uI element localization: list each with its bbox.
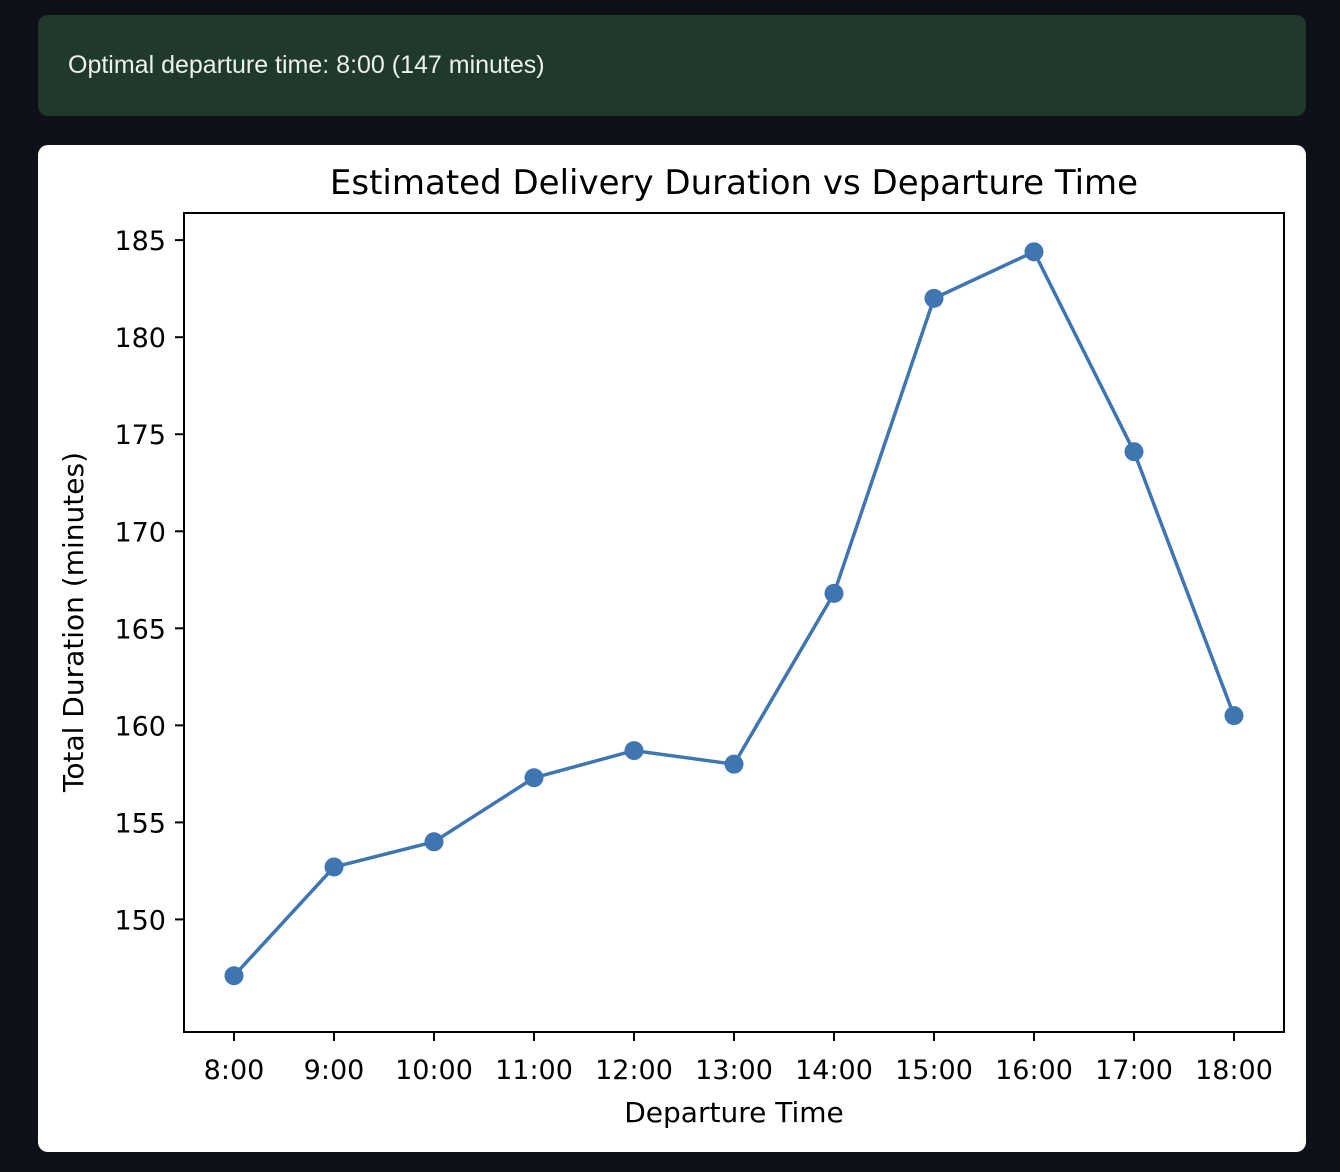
optimal-departure-message: Optimal departure time: 8:00 (147 minute…: [68, 51, 545, 79]
x-tick-label: 13:00: [695, 1055, 773, 1086]
data-point: [724, 754, 744, 774]
x-tick-label: 12:00: [595, 1055, 673, 1086]
data-point: [1224, 706, 1244, 726]
chart-title: Estimated Delivery Duration vs Departure…: [330, 163, 1138, 203]
x-tick-label: 9:00: [304, 1055, 365, 1086]
data-point: [1024, 242, 1044, 262]
series-duration: [224, 242, 1244, 986]
x-tick-label: 16:00: [995, 1055, 1073, 1086]
y-tick-label: 155: [114, 808, 166, 839]
y-tick-label: 165: [114, 614, 166, 645]
y-tick-label: 175: [114, 420, 166, 451]
data-point: [524, 768, 544, 788]
data-point: [224, 966, 244, 986]
data-point: [324, 857, 344, 877]
x-tick-label: 18:00: [1195, 1055, 1273, 1086]
y-tick-label: 180: [114, 323, 166, 354]
duration-line-chart: Estimated Delivery Duration vs Departure…: [57, 163, 1285, 1129]
x-tick-label: 14:00: [795, 1055, 873, 1086]
success-alert: Optimal departure time: 8:00 (147 minute…: [38, 15, 1306, 116]
chart-card: Estimated Delivery Duration vs Departure…: [38, 145, 1306, 1152]
data-point: [924, 288, 944, 308]
x-tick-label: 11:00: [495, 1055, 573, 1086]
x-tick-label: 17:00: [1095, 1055, 1173, 1086]
y-tick-label: 185: [114, 226, 166, 257]
data-point: [1124, 442, 1144, 462]
plot-frame: [183, 212, 1285, 1033]
axis-ticks: 8:00 9:00 10:00 11:00 12:00 13:00 14:00 15:00 16…: [114, 226, 1272, 1086]
x-tick-label: 15:00: [895, 1055, 973, 1086]
x-axis-label: Departure Time: [624, 1096, 844, 1129]
data-point: [824, 583, 844, 603]
y-tick-label: 170: [114, 517, 166, 548]
y-tick-label: 160: [114, 711, 166, 742]
x-tick-label: 10:00: [395, 1055, 473, 1086]
x-tick-label: 8:00: [204, 1055, 265, 1086]
series-line: [232, 250, 1236, 977]
data-point: [624, 741, 644, 761]
y-tick-label: 150: [114, 905, 166, 936]
data-point: [424, 832, 444, 852]
y-axis-label: Total Duration (minutes): [57, 452, 90, 793]
